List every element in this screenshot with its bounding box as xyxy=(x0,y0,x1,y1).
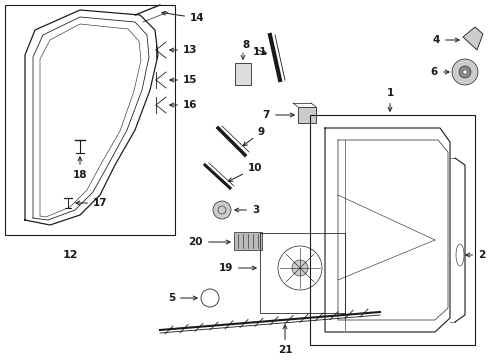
Text: 1: 1 xyxy=(386,88,393,111)
Text: 3: 3 xyxy=(234,205,259,215)
Text: 10: 10 xyxy=(228,163,262,181)
Text: 21: 21 xyxy=(277,325,292,355)
Text: 18: 18 xyxy=(73,157,87,180)
Text: 14: 14 xyxy=(162,11,204,23)
Text: 12: 12 xyxy=(62,250,78,260)
Bar xyxy=(5,5,175,235)
Polygon shape xyxy=(462,27,482,50)
Text: 6: 6 xyxy=(430,67,448,77)
Text: 16: 16 xyxy=(169,100,197,110)
Circle shape xyxy=(462,70,466,74)
Text: 5: 5 xyxy=(167,293,197,303)
Text: 20: 20 xyxy=(188,237,230,247)
Circle shape xyxy=(213,201,230,219)
Text: 15: 15 xyxy=(169,75,197,85)
Text: 4: 4 xyxy=(432,35,458,45)
Bar xyxy=(234,232,262,250)
Text: 19: 19 xyxy=(218,263,256,273)
Circle shape xyxy=(291,260,307,276)
Bar xyxy=(235,63,250,85)
Text: 17: 17 xyxy=(76,198,107,208)
Text: 7: 7 xyxy=(262,110,294,120)
Text: 8: 8 xyxy=(242,40,266,54)
Circle shape xyxy=(451,59,477,85)
Text: 9: 9 xyxy=(243,127,264,146)
Bar xyxy=(309,115,474,345)
Text: 2: 2 xyxy=(465,250,484,260)
Text: 11: 11 xyxy=(252,47,267,57)
Circle shape xyxy=(458,66,470,78)
Bar xyxy=(297,107,315,123)
Text: 13: 13 xyxy=(169,45,197,55)
